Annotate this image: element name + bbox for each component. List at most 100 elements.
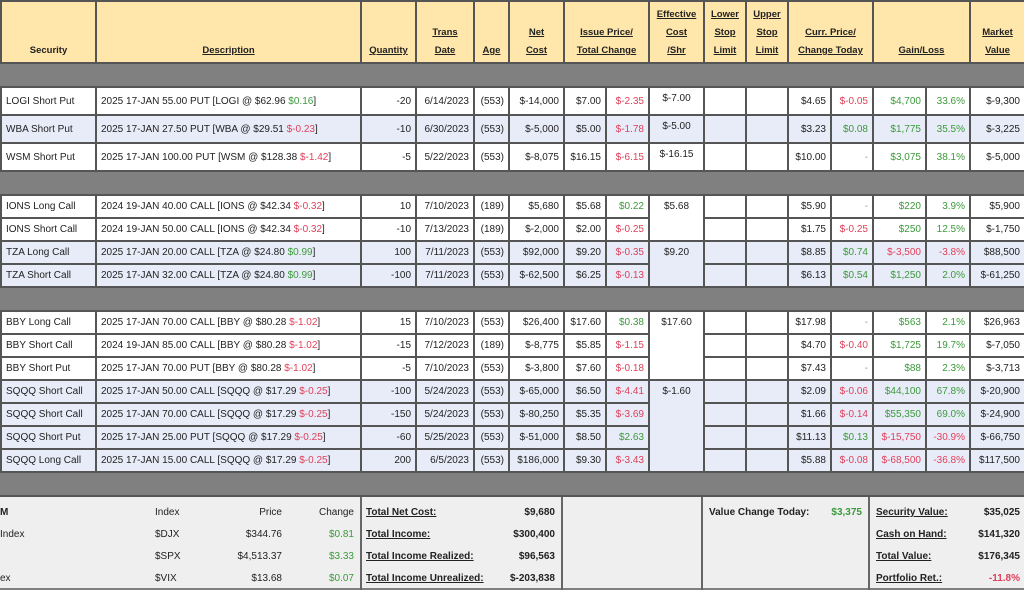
header-label[interactable]: Age: [482, 45, 501, 56]
header-effective-cost[interactable]: Effective Cost /Shr: [648, 0, 705, 64]
issue-price-cell: $8.50: [563, 425, 607, 450]
lower-stop-limit-cell[interactable]: [703, 402, 747, 427]
header-upper-stop-limit[interactable]: Upper Stop Limit: [745, 0, 789, 64]
header-label[interactable]: Net Cost: [525, 27, 548, 56]
underlying-change: $-0.25: [294, 432, 323, 443]
lower-stop-limit-cell[interactable]: [703, 217, 747, 242]
table-row[interactable]: TZA Short Call 2025 17-JAN 32.00 CALL [TZ…: [0, 263, 1024, 288]
table-row[interactable]: IONS Long Call 2024 19-JAN 40.00 CALL [IO…: [0, 194, 1024, 242]
underlying-change: $-0.25: [299, 386, 328, 397]
effective-cost-cell: $-16.15: [648, 142, 705, 172]
table-row[interactable]: BBY Short Call 2024 19-JAN 85.00 CALL [BB…: [0, 333, 1024, 358]
value-change-value: $3,375: [831, 507, 862, 518]
upper-stop-limit-cell[interactable]: [745, 402, 789, 427]
bracket: ]: [322, 432, 326, 443]
quantity-cell: -100: [360, 379, 417, 404]
upper-stop-limit-cell[interactable]: [745, 425, 789, 450]
header-label[interactable]: Curr. Price/ Change Today: [798, 27, 863, 56]
header-label[interactable]: Quantity: [369, 45, 408, 56]
table-row[interactable]: SQQQ Short Call 2025 17-JAN 50.00 CALL [S…: [0, 379, 1024, 473]
lower-stop-limit-cell[interactable]: [703, 240, 747, 265]
trans-date-cell: 5/24/2023: [415, 402, 475, 427]
table-row[interactable]: SQQQ Short Put 2025 17-JAN 25.00 PUT [SQQ…: [0, 425, 1024, 450]
quantity-cell: -60: [360, 425, 417, 450]
lower-stop-limit-cell[interactable]: [703, 448, 747, 473]
table-row[interactable]: BBY Short Put 2025 17-JAN 70.00 PUT [BBY …: [0, 356, 1024, 381]
upper-stop-limit-cell[interactable]: [745, 379, 789, 404]
security-cell: BBY Short Put: [0, 356, 97, 381]
total-change-cell: $-2.35: [605, 86, 650, 116]
lower-stop-limit-cell[interactable]: [703, 114, 747, 144]
lower-stop-limit-cell[interactable]: [703, 356, 747, 381]
issue-price-cell: $7.60: [563, 356, 607, 381]
table-row[interactable]: BBY Long Call 2025 17-JAN 70.00 CALL [BBY…: [0, 310, 1024, 381]
upper-stop-limit-cell[interactable]: [745, 194, 789, 219]
gain-loss-pct-cell: 67.8%: [925, 379, 971, 404]
change-today-cell: $-0.06: [830, 379, 874, 404]
description-text: 2025 17-JAN 20.00 CALL [TZA @ $24.80: [101, 247, 288, 258]
table-row[interactable]: TZA Long Call 2025 17-JAN 20.00 CALL [TZA…: [0, 240, 1024, 288]
table-row[interactable]: SQQQ Short Call 2025 17-JAN 70.00 CALL [S…: [0, 402, 1024, 427]
table-row[interactable]: WSM Short Put 2025 17-JAN 100.00 PUT [WSM…: [0, 142, 1024, 172]
security-cell: SQQQ Long Call: [0, 448, 97, 473]
index-symbol: $DJX: [155, 529, 180, 540]
lower-stop-limit-cell[interactable]: [703, 142, 747, 172]
header-market-value[interactable]: Market Value: [969, 0, 1024, 64]
gain-loss-cell: $3,075: [872, 142, 927, 172]
total-change-cell: $-0.25: [605, 217, 650, 242]
upper-stop-limit-cell[interactable]: [745, 86, 789, 116]
lower-stop-limit-cell[interactable]: [703, 86, 747, 116]
upper-stop-limit-cell[interactable]: [745, 356, 789, 381]
upper-stop-limit-cell[interactable]: [745, 263, 789, 288]
net-cost-cell: $-80,250: [508, 402, 565, 427]
effective-cost-cell: $17.60: [648, 310, 705, 381]
header-label[interactable]: Description: [202, 45, 255, 56]
table-row[interactable]: IONS Short Call 2024 19-JAN 50.00 CALL [I…: [0, 217, 1024, 242]
header-trans-date[interactable]: Trans Date: [415, 0, 475, 64]
lower-stop-limit-cell[interactable]: [703, 379, 747, 404]
index-name: ex: [0, 573, 11, 584]
upper-stop-limit-cell[interactable]: [745, 333, 789, 358]
header-label[interactable]: Trans Date: [432, 27, 458, 56]
header-description[interactable]: Description: [95, 0, 362, 64]
issue-price-cell: $6.25: [563, 263, 607, 288]
upper-stop-limit-cell[interactable]: [745, 142, 789, 172]
upper-stop-limit-cell[interactable]: [745, 240, 789, 265]
lower-stop-limit-cell[interactable]: [703, 425, 747, 450]
upper-stop-limit-cell[interactable]: [745, 448, 789, 473]
group-separator: [1, 286, 1024, 312]
header-label[interactable]: Lower Stop Limit: [711, 9, 739, 56]
header-issue-price-total-change[interactable]: Issue Price/ Total Change: [563, 0, 650, 64]
total-change-cell: $-0.18: [605, 356, 650, 381]
issue-price-cell: $17.60: [563, 310, 607, 335]
lower-stop-limit-cell[interactable]: [703, 194, 747, 219]
header-label[interactable]: Effective Cost /Shr: [656, 9, 697, 56]
lower-stop-limit-cell[interactable]: [703, 310, 747, 335]
header-label[interactable]: Gain/Loss: [898, 45, 945, 56]
header-lower-stop-limit[interactable]: Lower Stop Limit: [703, 0, 747, 64]
bracket: ]: [312, 247, 316, 258]
change-today-cell: $-0.14: [830, 402, 874, 427]
table-row[interactable]: SQQQ Long Call 2025 17-JAN 15.00 CALL [SQ…: [0, 448, 1024, 473]
net-cost-cell: $5,680: [508, 194, 565, 219]
header-label[interactable]: Market Value: [982, 27, 1013, 56]
table-row[interactable]: WBA Short Put 2025 17-JAN 27.50 PUT [WBA …: [0, 114, 1024, 144]
upper-stop-limit-cell[interactable]: [745, 310, 789, 335]
header-net-cost[interactable]: Net Cost: [508, 0, 565, 64]
header-quantity[interactable]: Quantity: [360, 0, 417, 64]
index-change: $3.33: [328, 551, 354, 562]
header-age[interactable]: Age: [473, 0, 510, 64]
total-label: Total Net Cost:: [366, 507, 437, 518]
lower-stop-limit-cell[interactable]: [703, 333, 747, 358]
header-curr-price-change-today[interactable]: Curr. Price/ Change Today: [787, 0, 874, 64]
security-cell: BBY Short Call: [0, 333, 97, 358]
gain-loss-pct-cell: 33.6%: [925, 86, 971, 116]
lower-stop-limit-cell[interactable]: [703, 263, 747, 288]
total-value: $300,400: [513, 529, 555, 540]
table-row[interactable]: LOGI Short Put 2025 17-JAN 55.00 PUT [LOG…: [0, 86, 1024, 116]
header-gain-loss[interactable]: Gain/Loss: [872, 0, 971, 64]
upper-stop-limit-cell[interactable]: [745, 217, 789, 242]
header-label[interactable]: Upper Stop Limit: [753, 9, 781, 56]
upper-stop-limit-cell[interactable]: [745, 114, 789, 144]
header-label[interactable]: Issue Price/ Total Change: [576, 27, 637, 56]
